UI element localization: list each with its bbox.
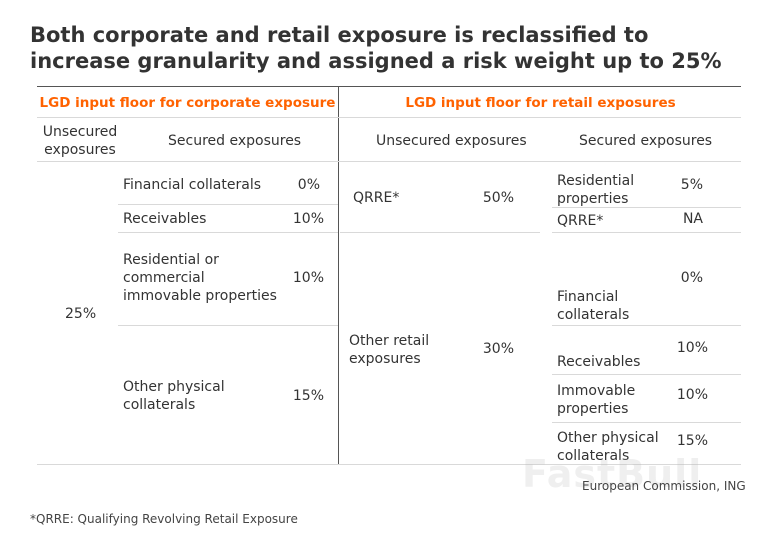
retail-unsecured-col-header: Unsecured exposures bbox=[376, 133, 527, 149]
retail-secured-label: Residential properties bbox=[557, 173, 635, 207]
row-divider bbox=[118, 232, 338, 233]
retail-secured-value: 0% bbox=[680, 270, 703, 286]
retail-secured-value: 10% bbox=[676, 387, 708, 403]
row-divider bbox=[552, 232, 741, 233]
header-rule bbox=[37, 117, 741, 118]
corporate-header: LGD input floor for corporate exposure bbox=[39, 95, 336, 111]
retail-unsecured-label: QRRE* bbox=[353, 190, 400, 206]
corporate-unsecured-value: 25% bbox=[65, 306, 97, 322]
corporate-row-label: Receivables bbox=[123, 211, 207, 227]
page-title: Both corporate and retail exposure is re… bbox=[30, 23, 722, 73]
retail-secured-label: Receivables bbox=[557, 354, 641, 370]
retail-unsecured-value: 30% bbox=[482, 341, 514, 357]
row-divider bbox=[118, 325, 338, 326]
corporate-row-value: 15% bbox=[292, 388, 324, 404]
corporate-secured-col-header: Secured exposures bbox=[168, 133, 302, 149]
row-divider bbox=[552, 422, 741, 423]
corporate-row-label: Residential or commercial immovable prop… bbox=[123, 252, 277, 304]
footnote: *QRRE: Qualifying Revolving Retail Expos… bbox=[30, 512, 298, 526]
retail-header: LGD input floor for retail exposures bbox=[405, 95, 676, 111]
watermark-logo: FastBull bbox=[522, 452, 703, 496]
corporate-row-value: 10% bbox=[292, 270, 324, 286]
retail-secured-value: 5% bbox=[680, 177, 703, 193]
table-bottom-rule bbox=[37, 464, 741, 465]
corporate-row-label: Financial collaterals bbox=[123, 177, 261, 193]
row-divider bbox=[552, 374, 741, 375]
source-note: European Commission, ING bbox=[582, 479, 746, 493]
retail-secured-label: Financial collaterals bbox=[557, 289, 630, 323]
corporate-row-value: 0% bbox=[297, 177, 320, 193]
corporate-row-label: Other physical collaterals bbox=[123, 379, 225, 413]
row-divider bbox=[118, 204, 338, 205]
corporate-unsecured-col-header: Unsecured exposures bbox=[42, 124, 118, 158]
retail-unsecured-value: 50% bbox=[482, 190, 514, 206]
retail-secured-col-header: Secured exposures bbox=[579, 133, 713, 149]
retail-secured-label: Other physical collaterals bbox=[557, 430, 659, 464]
retail-secured-value: 15% bbox=[676, 433, 708, 449]
row-divider bbox=[552, 207, 741, 208]
subheader-rule bbox=[37, 161, 741, 162]
retail-secured-value: NA bbox=[682, 211, 703, 227]
row-divider bbox=[340, 232, 540, 233]
retail-secured-label: QRRE* bbox=[557, 213, 604, 229]
retail-secured-label: Immovable properties bbox=[557, 383, 636, 417]
row-divider bbox=[552, 325, 741, 326]
retail-unsecured-label: Other retail exposures bbox=[349, 333, 430, 367]
corporate-row-value: 10% bbox=[292, 211, 324, 227]
section-divider bbox=[338, 86, 339, 465]
table-top-rule bbox=[37, 86, 741, 87]
retail-secured-value: 10% bbox=[676, 340, 708, 356]
